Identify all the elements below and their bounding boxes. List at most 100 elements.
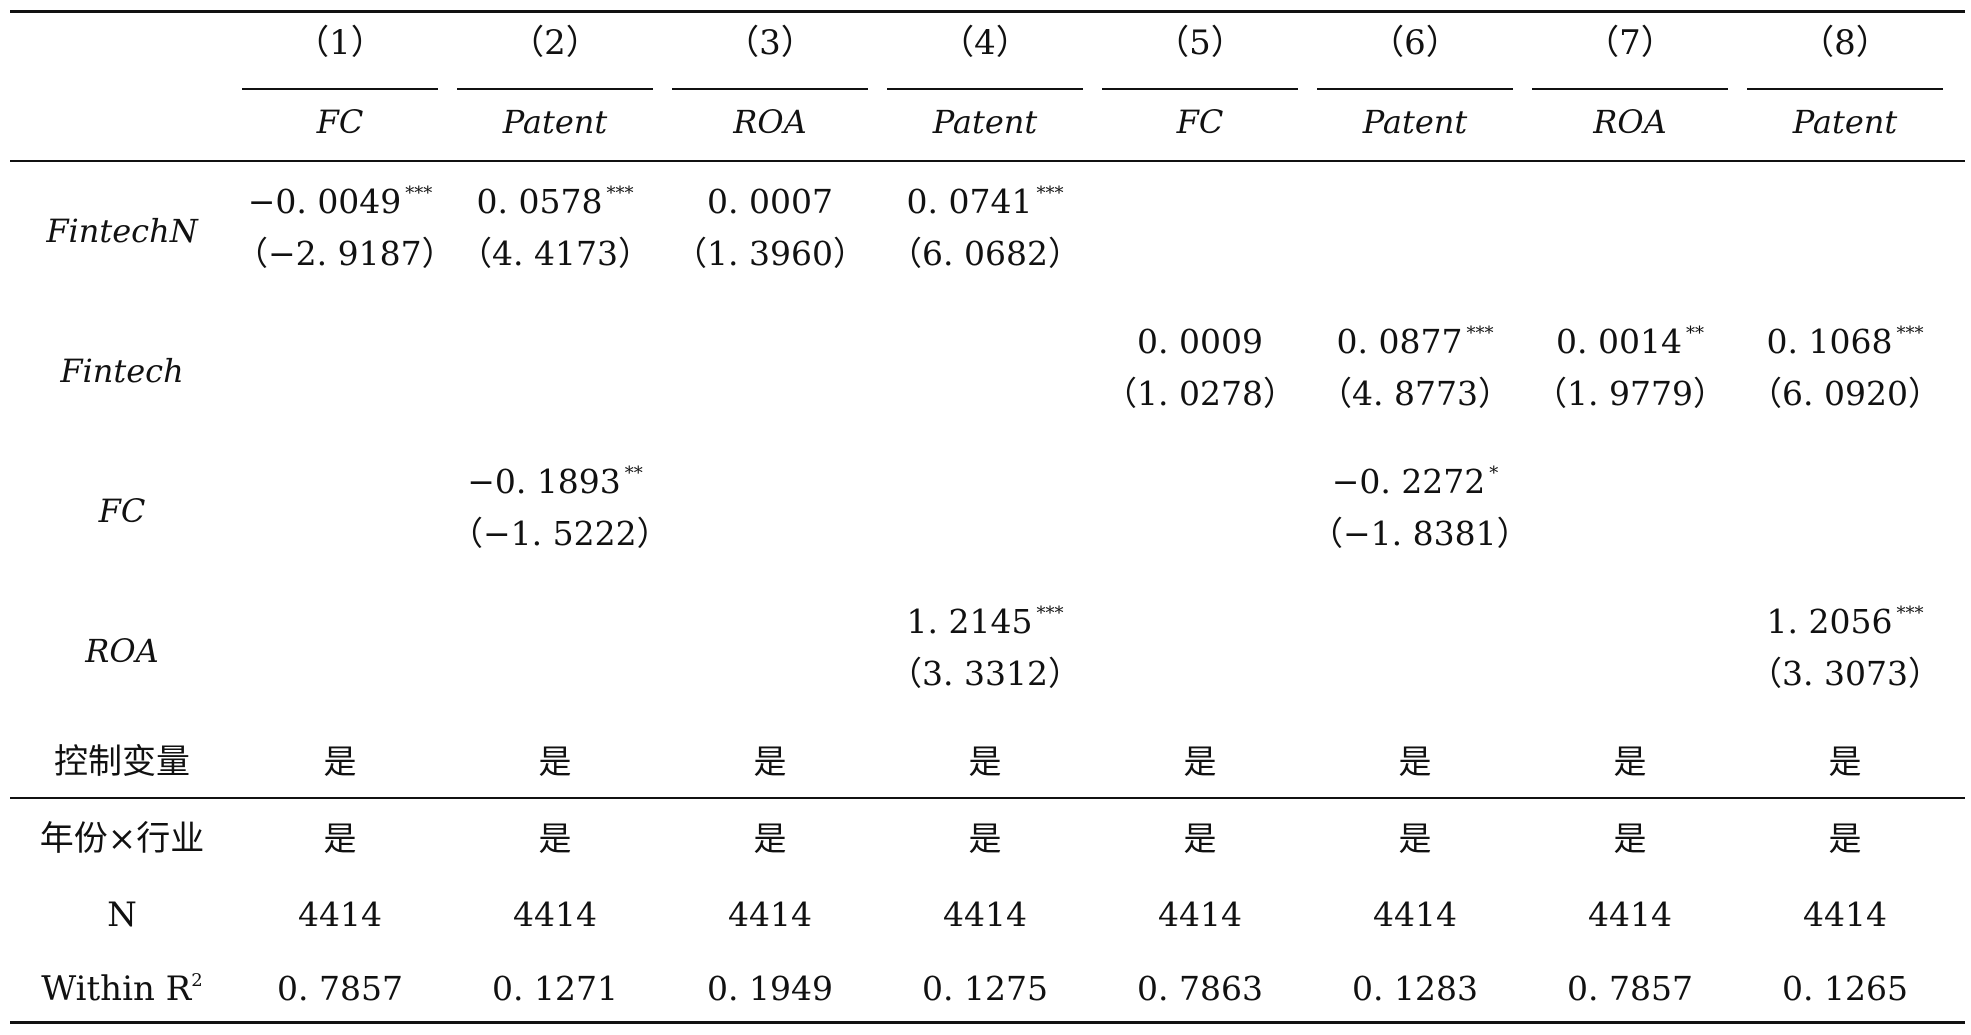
footer-value: 0. 1949 bbox=[707, 969, 833, 1008]
header-underline-2 bbox=[457, 88, 653, 90]
significance-stars: *** bbox=[1896, 323, 1924, 344]
t-statistic: （−2. 9187） bbox=[235, 234, 455, 273]
dependent-variable-4: Patent bbox=[932, 103, 1038, 141]
coefficient-number: 0. 0877 bbox=[1336, 322, 1463, 361]
row-label: FC bbox=[98, 492, 146, 530]
mid-rule bbox=[10, 797, 1965, 799]
footer-value: 0. 1265 bbox=[1782, 969, 1908, 1008]
coefficient-value: 0. 0877 *** bbox=[1310, 322, 1520, 361]
coefficient-number: −0. 2272 bbox=[1331, 462, 1486, 501]
coefficient-number: 0. 0009 bbox=[1137, 322, 1263, 361]
footer-value: 0. 7857 bbox=[277, 969, 403, 1008]
coefficient-number: 0. 1068 bbox=[1766, 322, 1893, 361]
coefficient-number: 1. 2145 bbox=[906, 602, 1033, 641]
footer-row-label: 控制变量 bbox=[12, 745, 232, 779]
footer-value: 是 bbox=[538, 819, 572, 858]
footer-value: 是 bbox=[1398, 742, 1432, 781]
coefficient-value: 0. 1068 *** bbox=[1740, 322, 1950, 361]
t-statistic: （3. 3312） bbox=[889, 654, 1081, 693]
footer-row-label-text: 年份×行业 bbox=[39, 819, 205, 859]
coefficient-number: 1. 2056 bbox=[1766, 602, 1893, 641]
bottom-rule bbox=[10, 1021, 1965, 1024]
coefficient-number: 0. 0014 bbox=[1556, 322, 1682, 361]
footer-value: 是 bbox=[1828, 819, 1862, 858]
footer-row-label-superscript: 2 bbox=[191, 970, 203, 991]
dependent-variable-5: FC bbox=[1176, 103, 1224, 141]
coefficient-value: 1. 2145 *** bbox=[880, 602, 1090, 641]
footer-value: 是 bbox=[968, 819, 1002, 858]
dependent-variable-1: FC bbox=[316, 103, 364, 141]
footer-value: 是 bbox=[753, 819, 787, 858]
coefficient-value: −0. 0049 *** bbox=[235, 182, 445, 221]
significance-stars: ** bbox=[624, 463, 643, 484]
t-statistic: （−1. 8381） bbox=[1310, 514, 1530, 553]
coefficient-value: 0. 0014 ** bbox=[1525, 322, 1735, 361]
significance-stars: *** bbox=[1036, 183, 1064, 204]
footer-value: 是 bbox=[1613, 742, 1647, 781]
significance-stars: *** bbox=[1466, 323, 1494, 344]
footer-value: 4414 bbox=[298, 895, 382, 934]
footer-value: 是 bbox=[323, 819, 357, 858]
footer-row-label-text: Within R bbox=[41, 969, 192, 1009]
footer-value: 是 bbox=[1828, 742, 1862, 781]
footer-value: 4414 bbox=[1588, 895, 1672, 934]
footer-row-label-text: 控制变量 bbox=[54, 742, 190, 782]
footer-row-label-text: N bbox=[107, 895, 137, 935]
coefficient-value: 1. 2056 *** bbox=[1740, 602, 1950, 641]
header-bottom-rule bbox=[10, 160, 1965, 162]
dependent-variable-7: ROA bbox=[1593, 103, 1667, 141]
column-number-3: （3） bbox=[725, 23, 815, 63]
footer-value: 4414 bbox=[513, 895, 597, 934]
significance-stars: *** bbox=[1896, 603, 1924, 624]
header-underline-5 bbox=[1102, 88, 1298, 90]
dependent-variable-3: ROA bbox=[733, 103, 807, 141]
row-label: Fintech bbox=[60, 352, 184, 390]
coefficient-value: −0. 1893 ** bbox=[450, 462, 660, 501]
top-rule bbox=[10, 10, 1965, 13]
significance-stars: ** bbox=[1685, 323, 1704, 344]
footer-value: 是 bbox=[538, 742, 572, 781]
t-statistic: （6. 0920） bbox=[1749, 374, 1941, 413]
row-label: ROA bbox=[85, 632, 159, 670]
footer-row-label: N bbox=[12, 898, 232, 932]
coefficient-number: 0. 0741 bbox=[906, 182, 1033, 221]
footer-value: 是 bbox=[753, 742, 787, 781]
coefficient-number: 0. 0007 bbox=[707, 182, 833, 221]
footer-value: 4414 bbox=[943, 895, 1027, 934]
coefficient-value: 0. 0009 bbox=[1095, 325, 1305, 358]
column-number-5: （5） bbox=[1155, 23, 1245, 63]
footer-value: 4414 bbox=[1803, 895, 1887, 934]
coefficient-value: 0. 0007 bbox=[665, 185, 875, 218]
t-statistic: （6. 0682） bbox=[889, 234, 1081, 273]
header-underline-3 bbox=[672, 88, 868, 90]
footer-value: 0. 1275 bbox=[922, 969, 1048, 1008]
significance-stars: *** bbox=[1036, 603, 1064, 624]
footer-value: 4414 bbox=[1373, 895, 1457, 934]
header-underline-1 bbox=[242, 88, 438, 90]
column-number-2: （2） bbox=[510, 23, 600, 63]
column-number-6: （6） bbox=[1370, 23, 1460, 63]
column-number-8: （8） bbox=[1800, 23, 1890, 63]
t-statistic: （1. 0278） bbox=[1104, 374, 1296, 413]
column-number-7: （7） bbox=[1585, 23, 1675, 63]
significance-stars: *** bbox=[606, 183, 634, 204]
coefficient-number: 0. 0578 bbox=[476, 182, 603, 221]
footer-value: 是 bbox=[1398, 819, 1432, 858]
dependent-variable-2: Patent bbox=[502, 103, 608, 141]
footer-value: 0. 1271 bbox=[492, 969, 618, 1008]
footer-value: 0. 7863 bbox=[1137, 969, 1263, 1008]
coefficient-value: 0. 0578 *** bbox=[450, 182, 660, 221]
significance-stars: * bbox=[1489, 463, 1499, 484]
footer-row-label: 年份×行业 bbox=[12, 822, 232, 856]
dependent-variable-8: Patent bbox=[1792, 103, 1898, 141]
coefficient-number: −0. 0049 bbox=[247, 182, 402, 221]
footer-row-label: Within R2 bbox=[12, 969, 232, 1009]
coefficient-number: −0. 1893 bbox=[467, 462, 621, 501]
t-statistic: （1. 9779） bbox=[1534, 374, 1726, 413]
coefficient-value: 0. 0741 *** bbox=[880, 182, 1090, 221]
row-label: FintechN bbox=[46, 212, 198, 250]
footer-value: 是 bbox=[1613, 819, 1647, 858]
header-underline-7 bbox=[1532, 88, 1728, 90]
t-statistic: （1. 3960） bbox=[674, 234, 866, 273]
coefficient-value: −0. 2272 * bbox=[1310, 462, 1520, 501]
